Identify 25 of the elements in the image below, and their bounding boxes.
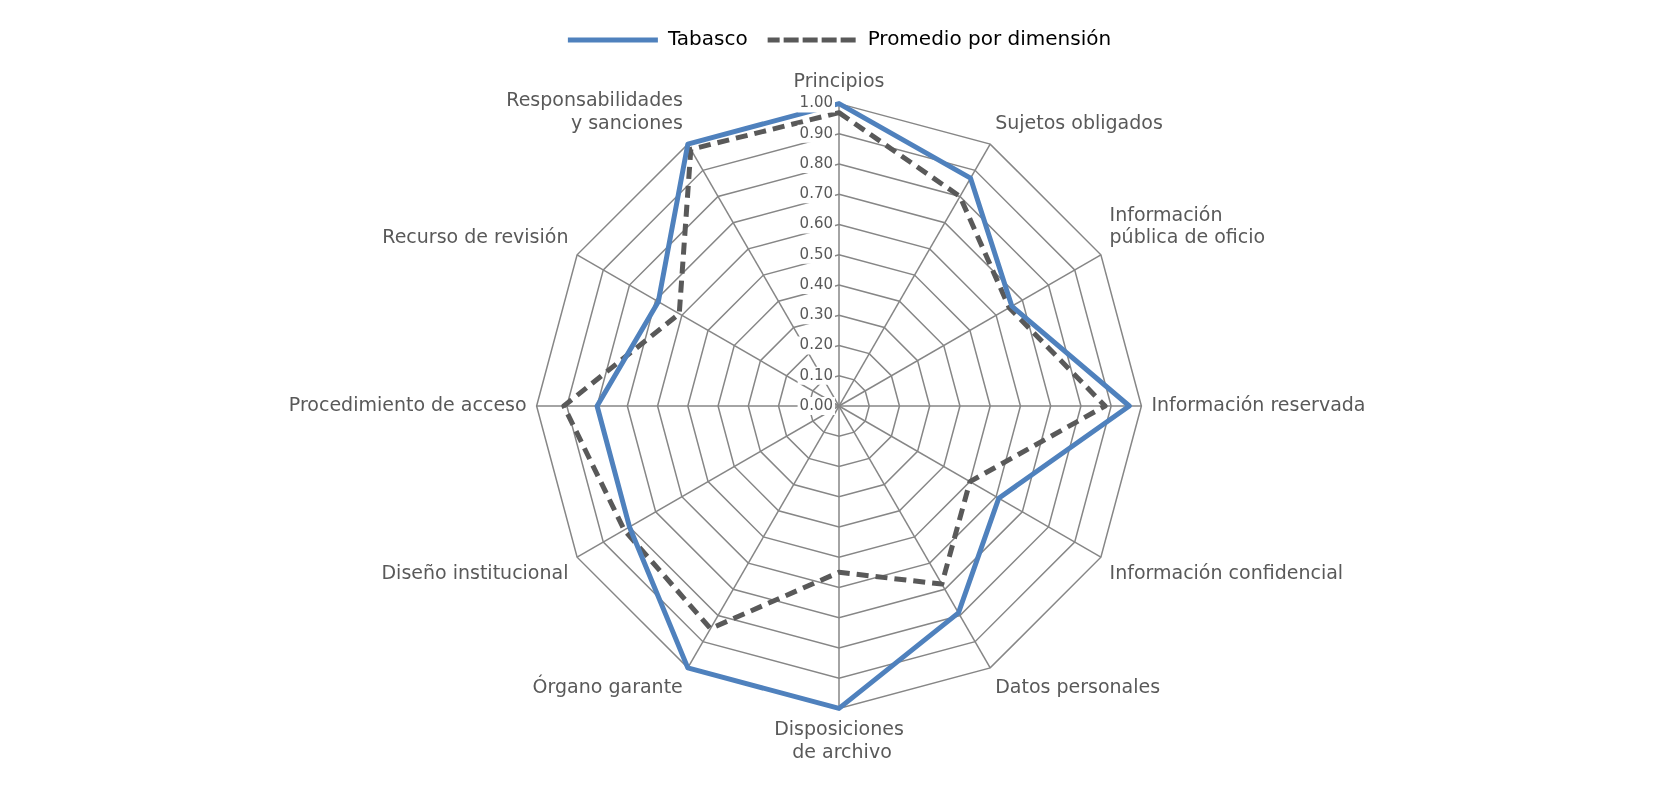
spoke-label: Información reservada	[1151, 392, 1366, 415]
spoke-label: Disposiciones de archivo	[774, 716, 904, 762]
spoke-label: Responsabilidades y sanciones	[506, 88, 683, 133]
spoke-label: Órgano garante	[532, 673, 683, 697]
spoke-label: Información confidencial	[1109, 560, 1344, 583]
spoke-label: Datos personales	[995, 674, 1161, 697]
spoke-label: Recurso de revisión	[382, 225, 569, 248]
spoke-label: Principios	[793, 69, 885, 92]
y-tick-label: 0.10	[799, 365, 833, 384]
legend-label: Tabasco	[666, 26, 748, 51]
y-tick-label: 0.80	[799, 153, 833, 172]
y-tick-label: 0.00	[799, 395, 833, 414]
y-tick-label: 0.50	[799, 244, 833, 263]
spoke-label: Sujetos obligados	[995, 110, 1163, 133]
spoke-label: Procedimiento de acceso	[288, 392, 527, 415]
legend-label: Promedio por dimensión	[867, 26, 1112, 51]
y-tick-label: 1.00	[799, 93, 833, 112]
y-tick-label: 0.70	[799, 184, 833, 203]
y-tick-label: 0.30	[799, 305, 833, 324]
spoke-label: Diseño institucional	[381, 560, 569, 583]
y-tick-label: 0.20	[799, 335, 833, 354]
y-tick-label: 0.90	[799, 123, 833, 142]
y-tick-label: 0.40	[799, 274, 833, 293]
y-tick-label: 0.60	[799, 214, 833, 233]
spoke-label: Información pública de oficio	[1109, 202, 1266, 248]
